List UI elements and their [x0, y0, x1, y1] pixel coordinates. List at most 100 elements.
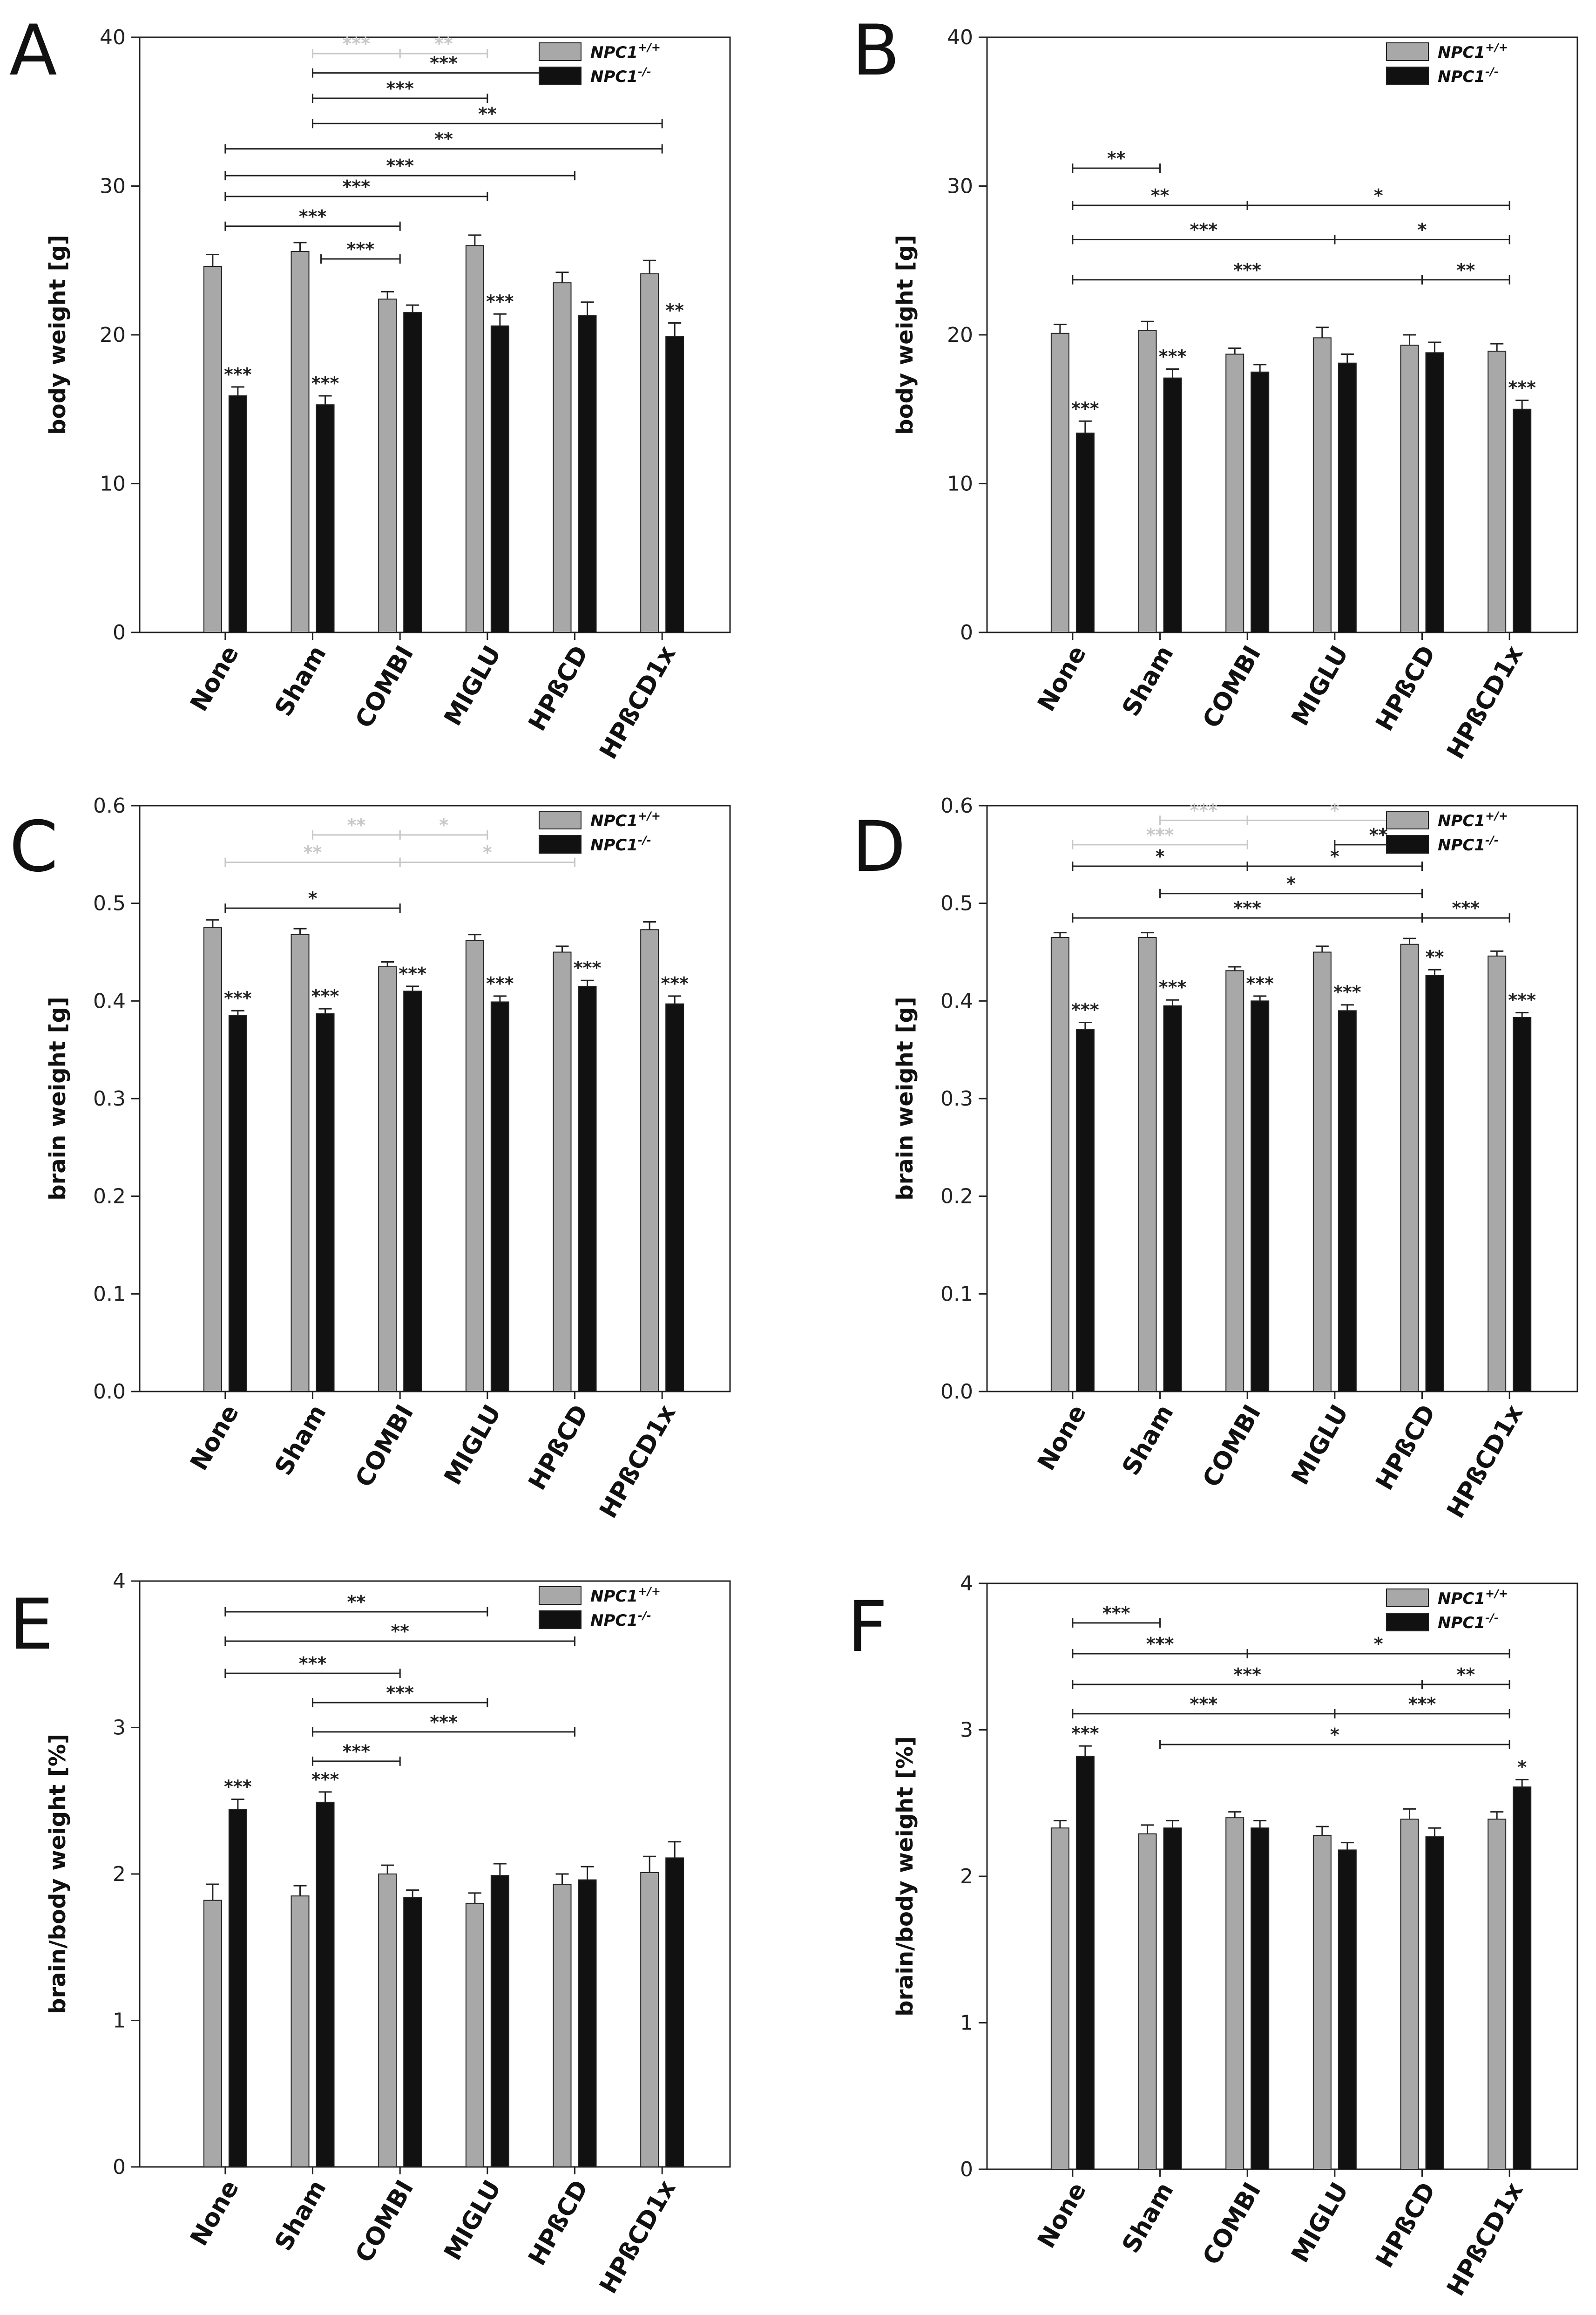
legend-label: NPC1-/- [1438, 65, 1499, 86]
bar [403, 991, 422, 1392]
legend-swatch [1386, 835, 1429, 854]
bracket-label: *** [1452, 898, 1480, 918]
bar [1488, 955, 1507, 1392]
x-tick-label: HPßCD1x [1441, 1400, 1528, 1523]
bar [1050, 1827, 1069, 2170]
bar [1225, 1817, 1244, 2170]
bar [465, 940, 484, 1392]
bracket-label: ** [1151, 185, 1170, 206]
x-tick-label: MIGLU [439, 641, 507, 731]
significance-label: *** [1071, 999, 1099, 1020]
legend-swatch [1386, 1613, 1429, 1631]
bracket-label: *** [430, 1712, 458, 1732]
significance-label: *** [1508, 378, 1536, 398]
bracket-label: *** [1146, 1634, 1174, 1654]
legend-label: NPC1-/- [1438, 1611, 1499, 1632]
bracket-label: * [1374, 185, 1383, 206]
bar [490, 1001, 509, 1392]
significance-label: *** [1246, 973, 1274, 994]
bar [378, 1874, 397, 2167]
x-tick-label: COMBI [350, 1400, 419, 1492]
panel-label: D [852, 807, 906, 888]
panel-A: A 0 10 20 30 40 body weight [g] None Sham COMBI MI… [9, 10, 731, 764]
bracket-label: * [1374, 1634, 1383, 1654]
bar [1312, 337, 1332, 633]
x-tick-label: None [1032, 1400, 1092, 1475]
bracket-label: *** [343, 177, 371, 197]
bracket-label: ** [391, 1621, 409, 1642]
bracket-label: *** [1190, 220, 1218, 240]
significance-label: *** [1071, 398, 1099, 419]
bar [403, 312, 422, 633]
bracket-label: * [1418, 220, 1427, 240]
bar [1138, 937, 1157, 1392]
significance-label: *** [224, 1777, 252, 1797]
x-tick-label: HPßCD1x [594, 1400, 681, 1523]
panel-label: E [9, 1584, 54, 1665]
y-tick-label: 0 [113, 621, 126, 645]
significance-label: *** [311, 373, 339, 394]
legend-swatch [539, 835, 582, 854]
x-tick-label: None [1032, 641, 1092, 716]
x-tick-label: Sham [1117, 2178, 1179, 2258]
y-tick-label: 30 [947, 175, 973, 198]
x-tick-label: HPßCD [1371, 2178, 1441, 2273]
x-tick-label: HPßCD [523, 641, 594, 736]
bar [1425, 352, 1444, 633]
bar [403, 1897, 422, 2168]
bracket-label: ** [1107, 148, 1126, 169]
panel-label: F [847, 1587, 887, 1668]
bracket-label: *** [1102, 1603, 1130, 1623]
bar [316, 1013, 335, 1392]
bar [1075, 432, 1095, 633]
significance-label: *** [486, 973, 514, 994]
significance-label: *** [1159, 346, 1187, 367]
bar [291, 934, 310, 1392]
bar [1513, 1017, 1532, 1392]
legend-swatch [539, 811, 582, 829]
y-tick-label: 0 [960, 2158, 973, 2181]
bar [1338, 1010, 1357, 1392]
x-tick-label: HPßCD [1371, 641, 1441, 736]
bar [490, 1875, 509, 2167]
bar [203, 927, 222, 1392]
bar [1488, 1819, 1507, 2170]
x-tick-label: HPßCD [523, 1400, 594, 1495]
bracket-label: *** [386, 78, 414, 99]
x-tick-label: COMBI [1197, 1400, 1267, 1492]
significance-label: ** [1426, 947, 1444, 967]
y-tick-label: 0.1 [940, 1282, 973, 1306]
bar [378, 966, 397, 1392]
bar [578, 315, 597, 633]
x-tick-label: MIGLU [439, 2176, 507, 2265]
bracket-label: *** [1233, 1664, 1261, 1685]
y-tick-label: 0.6 [940, 794, 973, 818]
bracket-label: ** [434, 129, 453, 149]
bar [316, 404, 335, 633]
y-tick-label: 20 [947, 323, 973, 347]
y-tick-label: 0.4 [940, 989, 973, 1013]
bracket-label: ** [1456, 1664, 1475, 1685]
bar [1425, 1836, 1444, 2170]
bar [203, 1900, 222, 2168]
bracket-label: * [439, 815, 448, 835]
legend-swatch [1386, 1589, 1429, 1607]
bar [291, 251, 310, 633]
significance-label: *** [399, 964, 426, 984]
legend-swatch [539, 67, 582, 85]
x-tick-label: None [1032, 2178, 1092, 2253]
legend-swatch [1386, 67, 1429, 85]
significance-label: *** [1333, 982, 1361, 1003]
x-tick-label: MIGLU [1286, 2178, 1354, 2267]
legend-label: NPC1-/- [590, 834, 651, 855]
x-tick-label: MIGLU [439, 1400, 507, 1490]
x-tick-label: None [185, 641, 244, 716]
bar [228, 395, 247, 633]
x-tick-label: None [185, 2176, 244, 2251]
bracket-label: * [1330, 1724, 1339, 1745]
bar [1138, 330, 1157, 633]
y-tick-label: 0.0 [93, 1380, 126, 1404]
panel-C: C 0.0 0.1 0.2 0.3 0.4 0.5 0.6 brain weight [g] No… [9, 794, 731, 1523]
significance-label: *** [1071, 1723, 1099, 1744]
